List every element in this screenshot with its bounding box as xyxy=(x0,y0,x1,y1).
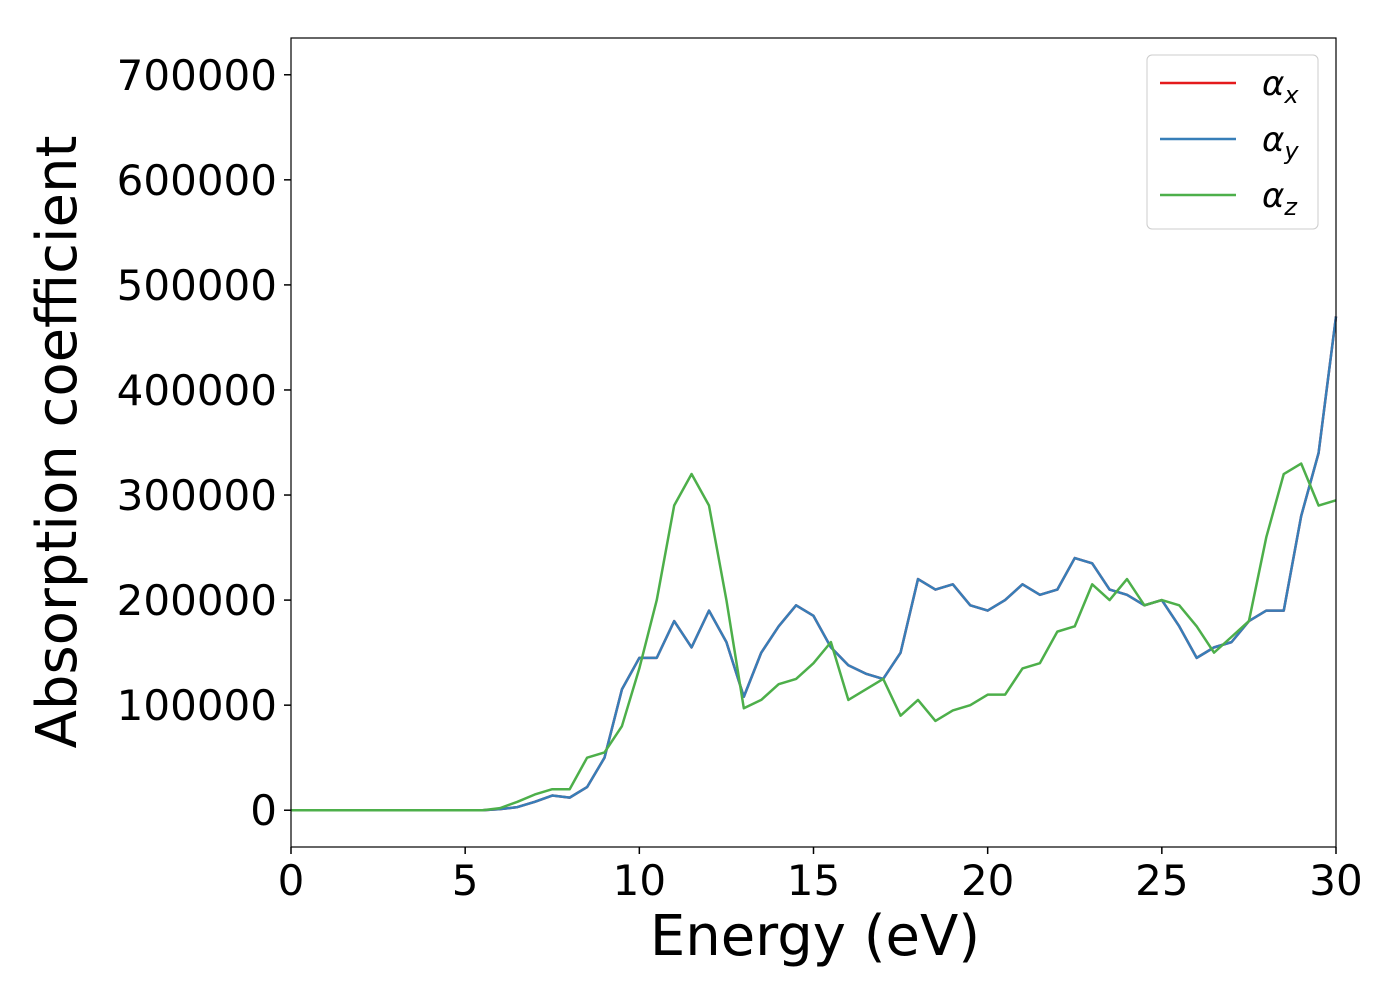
y-tick-label: 500000 xyxy=(117,261,277,310)
y-tick-label: 0 xyxy=(250,786,277,835)
legend-label: αy xyxy=(1262,120,1299,165)
x-tick-label: 0 xyxy=(278,856,305,905)
series-line xyxy=(291,462,1337,812)
x-tick-label: 15 xyxy=(787,856,840,905)
series-line xyxy=(291,316,1338,812)
legend-label: αz xyxy=(1262,176,1298,221)
x-tick-label: 30 xyxy=(1309,856,1362,905)
y-tick-label: 100000 xyxy=(117,681,277,730)
plot-frame xyxy=(290,37,1337,848)
legend-label: αx xyxy=(1262,64,1299,109)
y-tick-label: 300000 xyxy=(117,471,277,520)
x-tick-label: 10 xyxy=(613,856,666,905)
x-tick-label: 25 xyxy=(1135,856,1188,905)
y-axis-label: Absorption coefficient xyxy=(25,136,90,749)
y-tick-label: 200000 xyxy=(117,576,277,625)
x-axis-label: Energy (eV) xyxy=(650,904,980,969)
y-tick-label: 400000 xyxy=(117,366,277,415)
y-tick-label: 700000 xyxy=(117,51,277,100)
x-tick-label: 5 xyxy=(452,856,479,905)
x-tick-label: 20 xyxy=(961,856,1014,905)
y-tick-label: 600000 xyxy=(117,156,277,205)
series-line xyxy=(291,316,1338,812)
legend-box xyxy=(1146,54,1319,230)
